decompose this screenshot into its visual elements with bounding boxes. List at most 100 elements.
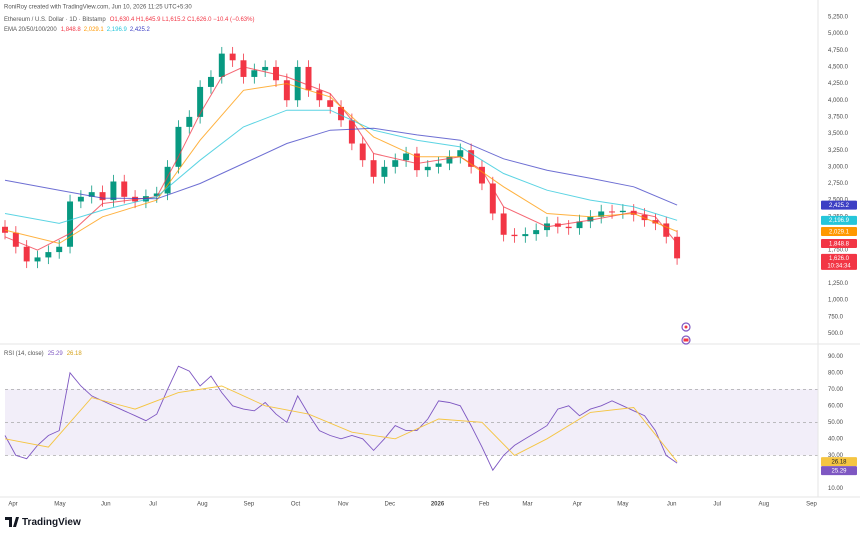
candle-body	[652, 220, 659, 224]
candle-body	[229, 53, 236, 61]
candle-body	[294, 66, 301, 101]
candle-body	[619, 210, 626, 213]
candle-body	[110, 181, 117, 201]
candle-body	[533, 230, 540, 235]
y-tick-label: 1,000.0	[828, 298, 849, 304]
legend-value: 1,848.8	[61, 27, 82, 33]
series-line	[4, 109, 678, 224]
candle-body	[305, 66, 312, 91]
candle-body	[12, 232, 19, 247]
countdown: 10:34:34	[827, 263, 851, 269]
candle-body	[576, 221, 583, 229]
x-tick-label: May	[617, 502, 628, 508]
x-tick-label: Jul	[149, 502, 157, 508]
y-tick-label: 3,000.0	[828, 164, 849, 170]
candle-body	[121, 181, 128, 197]
y-tick-label: 3,250.0	[828, 148, 849, 154]
candle-body	[251, 70, 258, 77]
candle-body	[489, 183, 496, 214]
candle-body	[381, 166, 388, 177]
candle-body	[262, 66, 269, 71]
price-tag-label: 2,029.1	[829, 229, 850, 235]
x-tick-label: Nov	[338, 502, 349, 508]
y-tick-label: 80.00	[828, 370, 844, 376]
x-tick-label: Oct	[291, 502, 301, 508]
price-tag-label: 2,196.9	[829, 218, 850, 224]
candle-body	[359, 143, 366, 161]
candle-body	[316, 90, 323, 101]
candle-body	[338, 106, 345, 121]
candle-body	[273, 66, 279, 81]
y-tick-label: 40.00	[828, 436, 844, 442]
y-tick-label: 4,750.0	[828, 48, 849, 54]
logo	[5, 517, 19, 527]
y-tick-label: 50.00	[828, 420, 844, 426]
x-tick-label: Aug	[758, 502, 769, 508]
brand-logo: TradingView	[5, 517, 81, 528]
indicator-name: EMA 20/50/100/200	[4, 27, 57, 33]
candle-body	[457, 150, 464, 157]
candle-body	[348, 120, 355, 144]
candle-body	[197, 86, 204, 117]
price-tag-label: 26.18	[831, 459, 847, 465]
symbol-legend: Ethereum / U.S. Dollar · 1D · Bitstamp O1…	[4, 17, 254, 23]
candle-body	[609, 211, 616, 213]
legend-value: 25.29	[48, 351, 64, 357]
candle-body	[435, 163, 442, 167]
candle-body	[641, 214, 648, 221]
x-tick-label: Mar	[522, 502, 532, 508]
y-tick-label: 4,500.0	[828, 65, 849, 71]
y-tick-label: 3,750.0	[828, 114, 849, 120]
price-tag	[821, 253, 857, 270]
icon	[684, 325, 688, 329]
price-tag	[821, 239, 857, 249]
candle-body	[45, 252, 52, 258]
x-tick-label: 2026	[431, 502, 445, 508]
y-tick-label: 2,750.0	[828, 181, 849, 187]
x-tick-label: Dec	[384, 502, 395, 508]
price-tag-label: 2,425.2	[829, 203, 850, 209]
candle-body	[587, 216, 594, 222]
price-tag	[821, 227, 857, 237]
y-tick-label: 5,000.0	[828, 31, 849, 37]
candle-body	[468, 150, 475, 167]
price-tag	[821, 215, 857, 225]
x-tick-label: Jun	[101, 502, 111, 508]
y-tick-label: 500.0	[828, 331, 844, 337]
price-tag	[821, 466, 857, 476]
y-tick-label: 5,250.0	[828, 15, 849, 21]
x-tick-label: Sep	[806, 502, 817, 508]
x-tick-label: Jul	[713, 502, 721, 508]
candle-body	[207, 76, 214, 87]
rsi-title: RSI (14, close)	[4, 351, 44, 357]
candle-body	[630, 210, 637, 215]
candle-body	[511, 234, 518, 237]
candle-body	[175, 126, 182, 167]
candle-body	[413, 153, 420, 171]
y-tick-label: 4,250.0	[828, 81, 849, 87]
y-tick-label: 750.0	[828, 314, 844, 320]
candle-body	[56, 246, 63, 253]
series-line	[4, 83, 678, 244]
y-tick-label: 1,750.0	[828, 248, 849, 254]
ema-legend: EMA 20/50/100/200 1,848.8 2,029.1 2,196.9 2,…	[4, 27, 150, 33]
candle-body	[424, 166, 431, 171]
legend-value: 2,196.9	[107, 27, 128, 33]
candle-body	[500, 213, 507, 235]
y-tick-label: 10.00	[828, 486, 844, 492]
series-line	[4, 127, 678, 206]
author-note: RoniRoy created with TradingView.com, Ju…	[4, 5, 192, 11]
candle-body	[186, 116, 193, 127]
candle-body	[327, 100, 334, 107]
panes	[5, 388, 818, 456]
y-tick-label: 90.00	[828, 354, 844, 360]
x-tick-label: May	[54, 502, 65, 508]
y-tick-label: 3,500.0	[828, 131, 849, 137]
series-line	[4, 385, 678, 462]
candle-body	[478, 166, 485, 184]
rsi-legend: RSI (14, close) 25.29 26.18	[4, 351, 82, 357]
candle-body	[403, 153, 410, 161]
alert-icons	[681, 322, 691, 345]
icon	[683, 338, 689, 342]
